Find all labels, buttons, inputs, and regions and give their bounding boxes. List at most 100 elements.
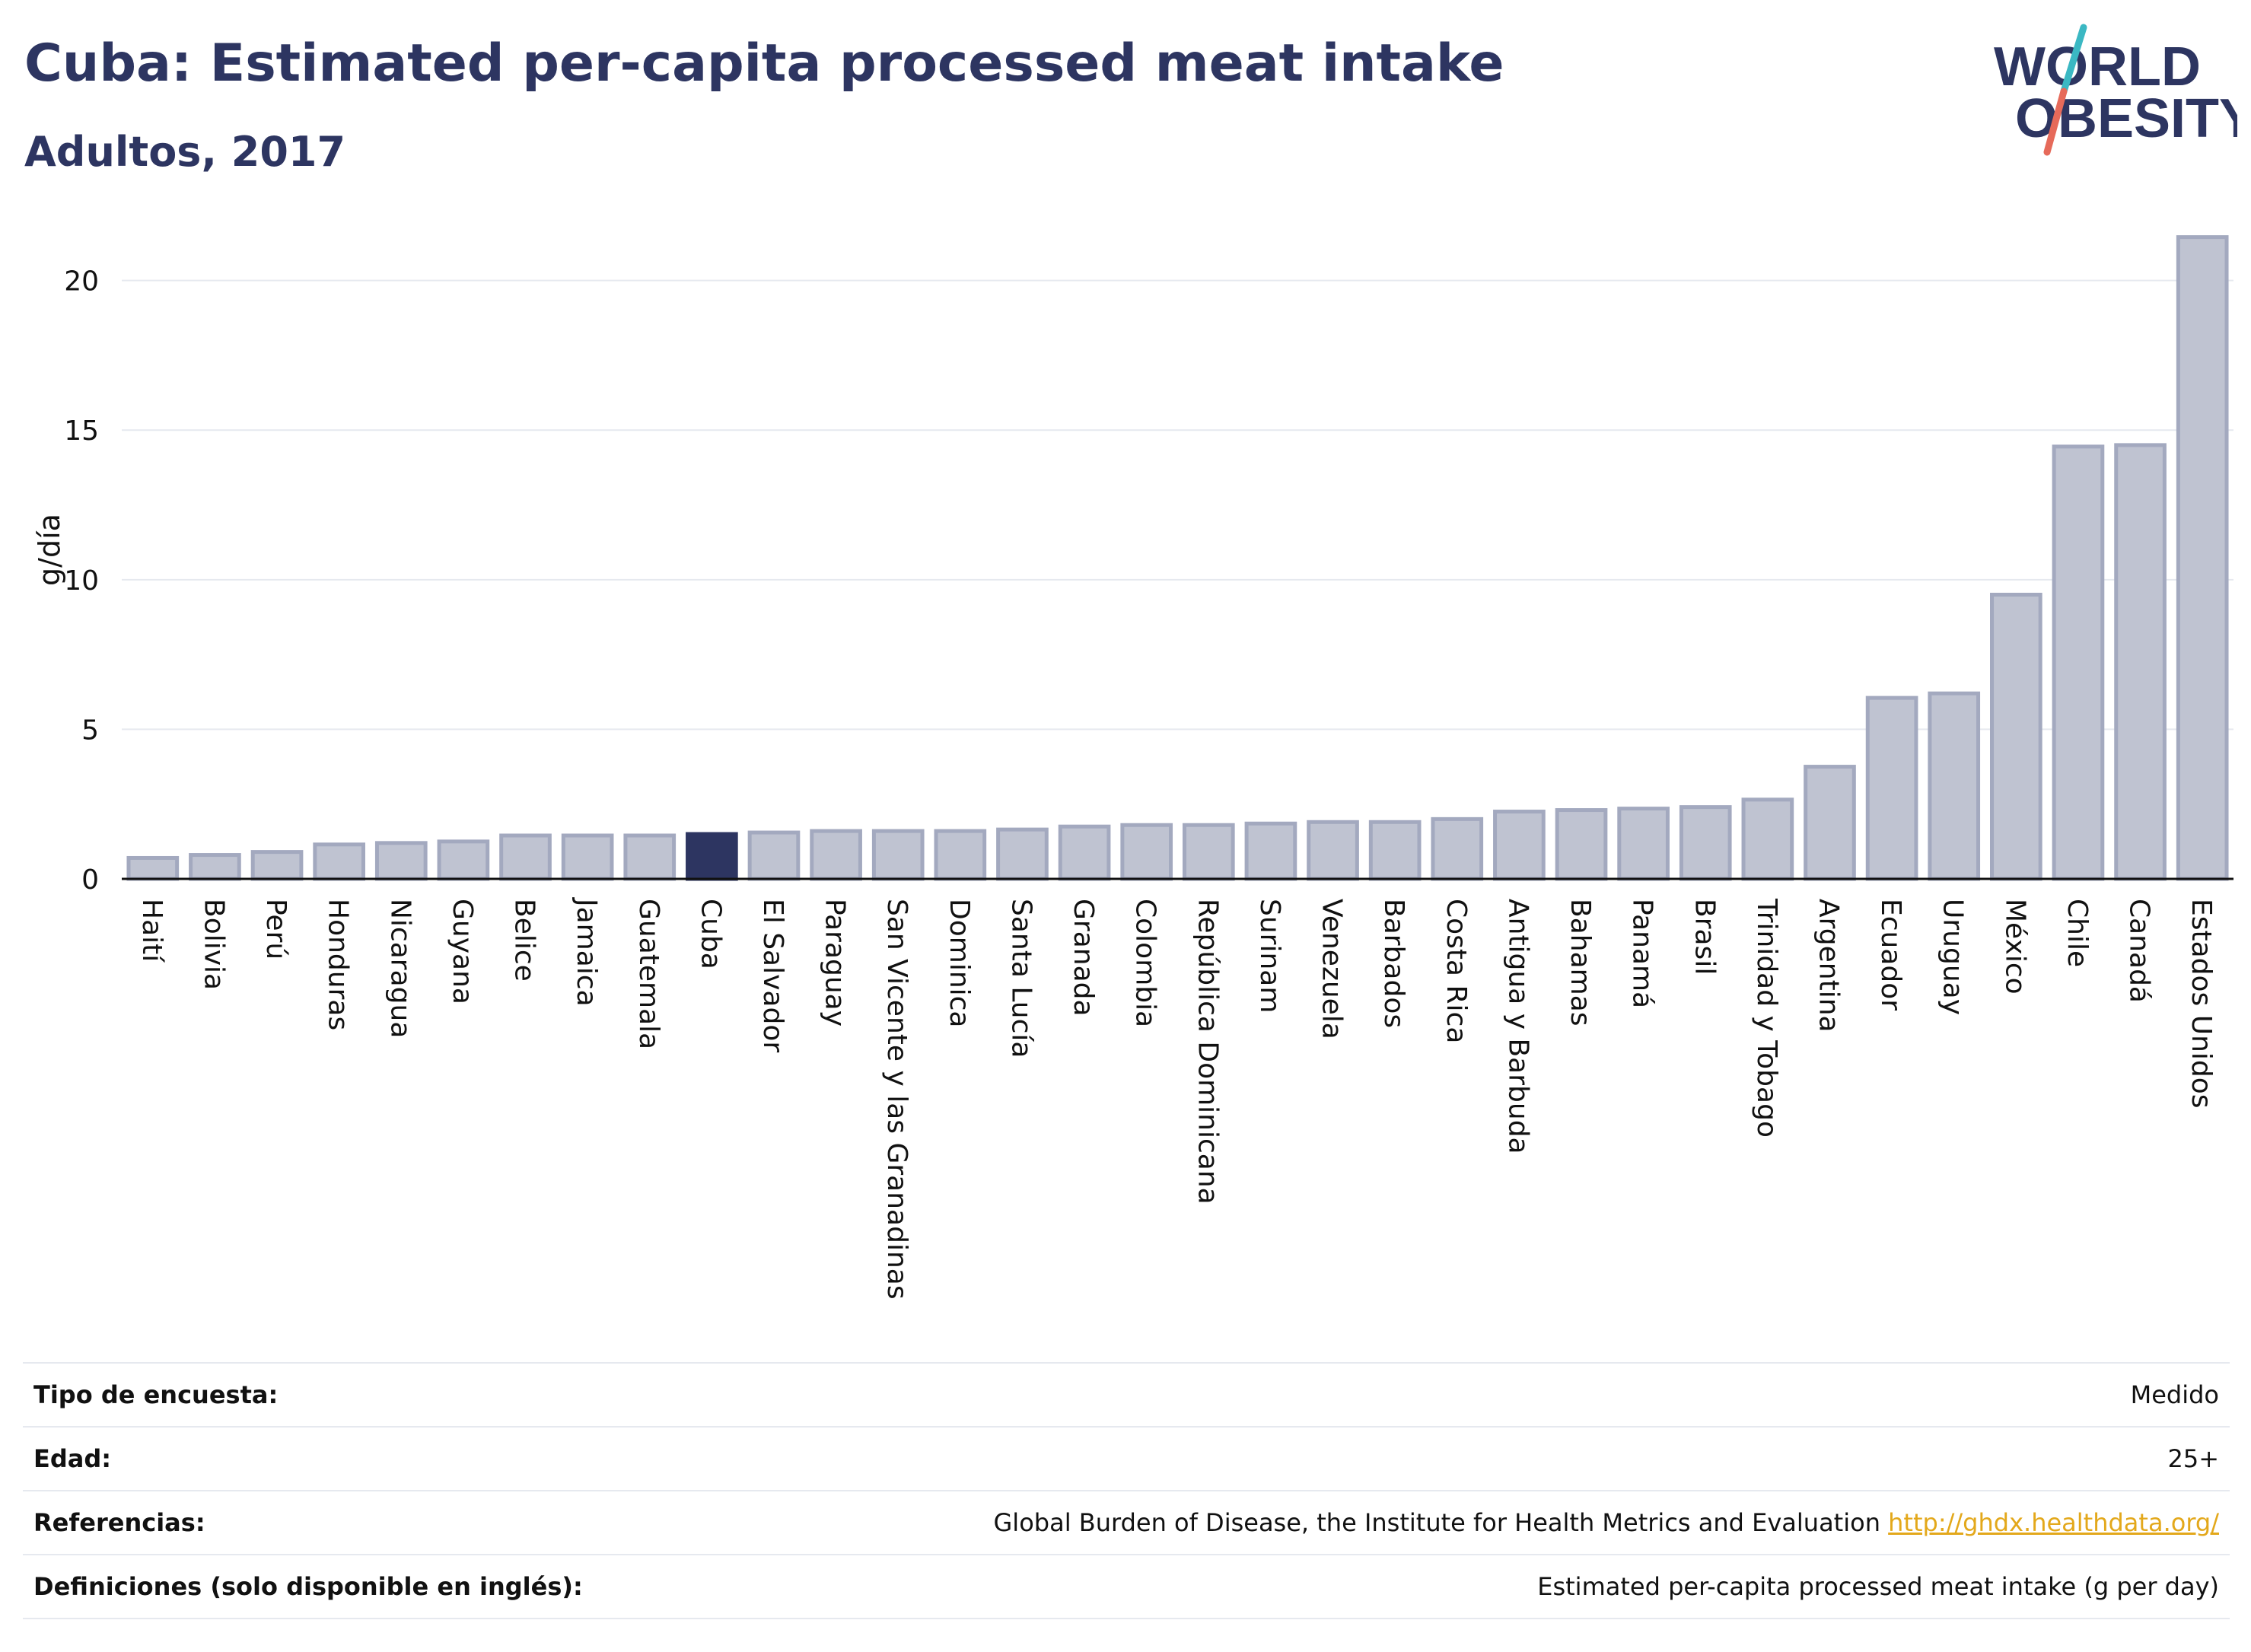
x-tick-label: Jamaica	[571, 897, 602, 1007]
x-tick-label: Argentina	[1813, 899, 1844, 1033]
page-subtitle: Adultos, 2017	[24, 128, 346, 176]
bar-chile[interactable]	[2052, 444, 2105, 881]
y-axis-title: g/día	[33, 514, 66, 586]
bar-haití[interactable]	[126, 855, 180, 881]
bar-panamá[interactable]	[1617, 807, 1670, 881]
info-value: Medido	[715, 1362, 2230, 1428]
info-row-definitions: Definiciones (solo disponible en inglés)…	[23, 1554, 2230, 1619]
x-tick-label: Surinam	[1254, 899, 1285, 1013]
bar-estados-unidos[interactable]	[2176, 235, 2229, 881]
grid-lines	[122, 279, 2233, 731]
info-label: Edad:	[23, 1426, 716, 1491]
x-tick-label: Guatemala	[633, 899, 664, 1049]
y-axis-ticks: 0 5 10 15 20	[64, 266, 99, 896]
x-tick-label: Chile	[2062, 899, 2093, 967]
bar-ecuador[interactable]	[1865, 695, 1918, 881]
info-label: Tipo de encuesta:	[23, 1362, 716, 1428]
bar-san-vicente-y-las-granadinas[interactable]	[871, 829, 925, 881]
x-tick-label: San Vicente y las Granadinas	[881, 899, 912, 1300]
x-tick-label: Ecuador	[1875, 899, 1906, 1011]
x-tick-label: Uruguay	[1937, 899, 1969, 1015]
x-tick-label: Colombia	[1130, 899, 1161, 1027]
bar-colombia[interactable]	[1120, 823, 1173, 881]
info-value: Estimated per-capita processed meat inta…	[715, 1554, 2230, 1619]
bar-santa-lucía[interactable]	[996, 827, 1049, 881]
y-tick-label: 10	[64, 565, 99, 597]
bar-chart: 0 5 10 15 20 Haití Bolivia Perú Honduras Nicarag…	[33, 235, 2233, 1300]
info-row-references: Referencias: Global Burden of Disease, t…	[23, 1490, 2230, 1555]
x-tick-label: Haití	[136, 899, 167, 963]
x-tick-label: Estados Unidos	[2186, 899, 2217, 1109]
bar-guyana[interactable]	[437, 839, 490, 881]
y-tick-label: 20	[64, 266, 99, 298]
info-row-age: Edad: 25+	[23, 1426, 2230, 1491]
x-tick-label: Granada	[1068, 899, 1099, 1017]
bar-canadá[interactable]	[2114, 443, 2167, 881]
x-axis-labels: Haití Bolivia Perú Honduras Nicaragua Guyana B…	[136, 897, 2217, 1300]
y-tick-label: 5	[81, 715, 99, 746]
bar-perú[interactable]	[250, 850, 304, 881]
bar-brasil[interactable]	[1679, 805, 1732, 881]
x-tick-label: República Dominicana	[1192, 899, 1223, 1205]
bar-uruguay[interactable]	[1928, 691, 1981, 881]
reference-text: Global Burden of Disease, the Institute …	[993, 1508, 1880, 1537]
x-tick-label: Santa Lucía	[1005, 899, 1036, 1058]
reference-link[interactable]: http://ghdx.healthdata.org/	[1888, 1508, 2219, 1537]
bar-trinidad-y-tobago[interactable]	[1741, 797, 1794, 881]
x-tick-label: Brasil	[1689, 899, 1720, 975]
x-tick-label: Venezuela	[1317, 899, 1348, 1039]
x-tick-label: Antigua y Barbuda	[1502, 899, 1533, 1154]
logo-slash-teal	[2060, 24, 2087, 95]
info-label: Definiciones (solo disponible en inglés)…	[23, 1554, 716, 1619]
info-label: Referencias:	[23, 1490, 716, 1555]
logo-slash-red	[2043, 88, 2068, 156]
info-row-survey-type: Tipo de encuesta: Medido	[23, 1362, 2230, 1428]
x-tick-label: Cuba	[695, 899, 726, 969]
x-tick-label: Barbados	[1378, 899, 1409, 1028]
bar-antigua-y-barbuda[interactable]	[1493, 810, 1546, 881]
x-tick-label: Paraguay	[820, 899, 851, 1027]
x-tick-label: Canadá	[2124, 899, 2155, 1003]
x-tick-label: Trinidad y Tobago	[1751, 898, 1782, 1138]
bar-dominica[interactable]	[934, 829, 987, 881]
bar-nicaragua[interactable]	[374, 841, 428, 881]
bar-el-salvador[interactable]	[747, 830, 801, 881]
bar-bolivia[interactable]	[189, 853, 241, 881]
bar-venezuela[interactable]	[1307, 820, 1359, 881]
bar-paraguay[interactable]	[810, 829, 862, 881]
x-tick-label: Dominica	[944, 899, 975, 1028]
info-value-cell: Global Burden of Disease, the Institute …	[715, 1490, 2230, 1555]
logo-word-world: WORLD	[1994, 37, 2201, 97]
bar-jamaica[interactable]	[561, 833, 614, 881]
bar-honduras[interactable]	[313, 842, 365, 881]
x-tick-label: Perú	[260, 899, 291, 960]
bar-surinam[interactable]	[1244, 821, 1297, 881]
y-tick-label: 0	[81, 864, 99, 896]
x-tick-label: Guyana	[447, 899, 478, 1004]
y-tick-label: 15	[64, 415, 99, 447]
page-title: Cuba: Estimated per-capita processed mea…	[24, 33, 1504, 94]
x-tick-label: Panamá	[1627, 899, 1658, 1008]
bar-belice[interactable]	[499, 833, 552, 881]
bar-cuba[interactable]	[686, 832, 738, 881]
bar-argentina[interactable]	[1804, 765, 1856, 881]
x-tick-label: Nicaragua	[384, 899, 415, 1038]
bar-barbados[interactable]	[1368, 820, 1422, 881]
x-tick-label: Costa Rica	[1441, 899, 1472, 1043]
bars	[126, 235, 2229, 881]
x-tick-label: Bolivia	[198, 899, 229, 990]
bar-bahamas[interactable]	[1555, 808, 1608, 881]
x-tick-label: El Salvador	[757, 899, 788, 1052]
info-value: 25+	[715, 1426, 2230, 1491]
world-obesity-logo: WORLD OBESITY	[1994, 24, 2237, 156]
bar-granada[interactable]	[1058, 824, 1111, 881]
bar-guatemala[interactable]	[623, 833, 677, 881]
bar-costa-rica[interactable]	[1431, 816, 1484, 881]
x-tick-label: México	[1999, 899, 2030, 995]
x-tick-label: Belice	[509, 899, 540, 982]
x-tick-label: Honduras	[323, 899, 354, 1030]
bar-república-dominicana[interactable]	[1182, 823, 1235, 881]
info-table: Tipo de encuesta: Medido Edad: 25+ Refer…	[23, 1362, 2230, 1619]
bar-méxico[interactable]	[1990, 592, 2042, 881]
x-tick-label: Bahamas	[1565, 899, 1596, 1027]
